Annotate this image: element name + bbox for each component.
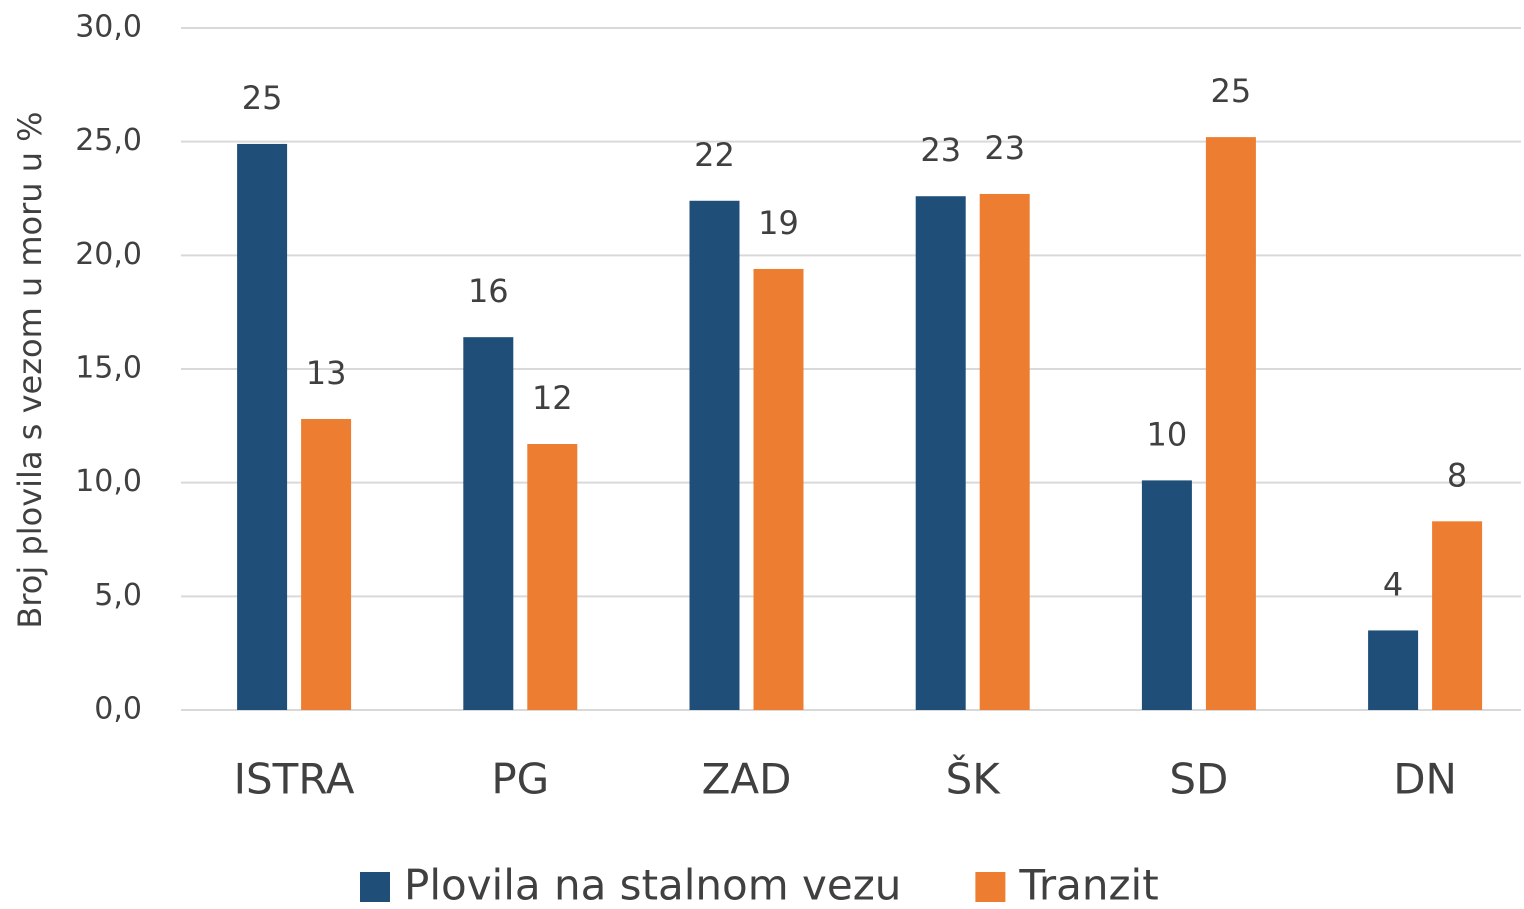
y-axis-title: Broj plovila s vezom u moru u %: [11, 111, 49, 628]
value-label: 4: [1383, 565, 1403, 603]
bar: [1141, 480, 1192, 710]
bar: [301, 419, 352, 710]
value-label: 19: [758, 204, 799, 242]
value-label: 25: [242, 79, 283, 117]
y-tick-label: 0,0: [94, 692, 142, 727]
value-label: 13: [306, 354, 347, 392]
value-label: 10: [1147, 415, 1188, 453]
bar: [689, 200, 740, 711]
y-tick-label: 20,0: [75, 237, 142, 272]
value-label: 25: [1211, 72, 1252, 110]
bar: [1368, 630, 1419, 710]
bar: [979, 193, 1030, 710]
y-tick-label: 25,0: [75, 123, 142, 158]
y-tick-label: 15,0: [75, 351, 142, 386]
value-label: 12: [532, 379, 573, 417]
x-tick-label: ISTRA: [234, 755, 355, 804]
x-tick-label: ŠK: [946, 754, 1002, 804]
bar: [527, 444, 578, 710]
y-tick-label: 30,0: [75, 10, 142, 45]
legend-label: Plovila na stalnom vezu: [404, 861, 901, 909]
value-label: 23: [984, 129, 1025, 167]
y-tick-label: 5,0: [94, 578, 142, 613]
value-label: 8: [1447, 456, 1467, 494]
x-tick-label: ZAD: [702, 755, 792, 804]
legend-label: Tranzit: [1018, 861, 1158, 909]
bar: [753, 268, 804, 710]
x-tick-label: SD: [1169, 755, 1228, 804]
y-tick-label: 10,0: [75, 464, 142, 499]
legend-swatch: [360, 872, 390, 902]
bar: [1432, 521, 1483, 710]
value-label: 16: [468, 272, 509, 310]
x-tick-label: PG: [491, 755, 549, 804]
legend-swatch: [975, 872, 1006, 902]
bar: [237, 143, 288, 710]
value-label: 22: [694, 136, 735, 174]
x-tick-label: DN: [1393, 755, 1457, 804]
bar: [463, 337, 514, 710]
value-label: 23: [920, 131, 961, 169]
bar: [1205, 137, 1256, 710]
bar: [915, 196, 966, 710]
